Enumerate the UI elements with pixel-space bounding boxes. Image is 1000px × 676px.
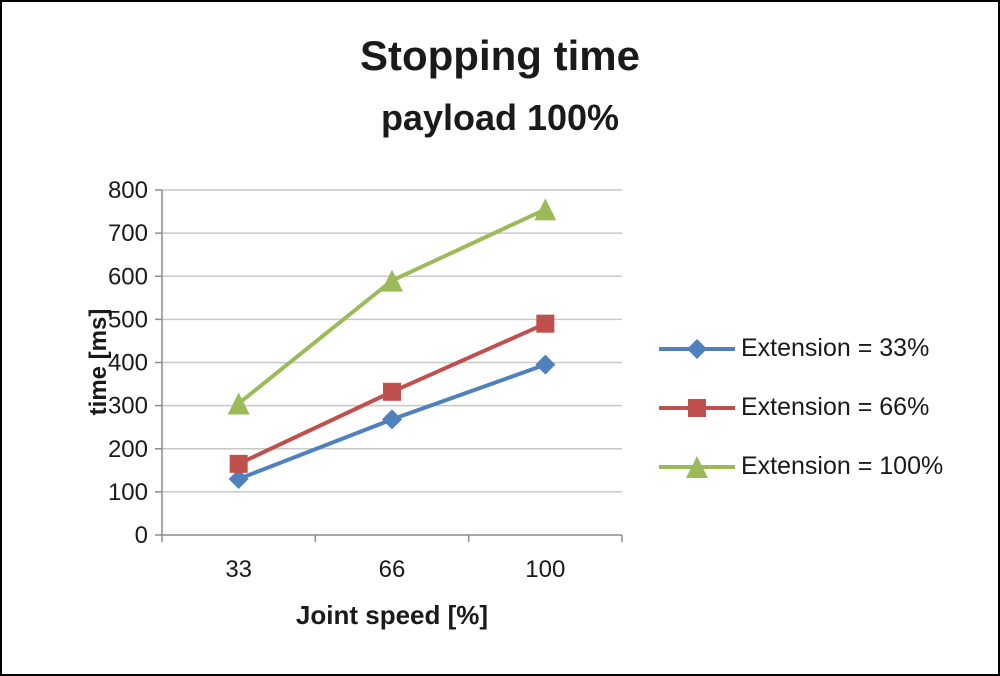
legend-label: Extension = 100% (741, 452, 944, 480)
diamond-marker-icon (659, 338, 735, 359)
legend-label: Extension = 66% (741, 393, 930, 421)
svg-text:800: 800 (108, 177, 148, 204)
square-marker-icon (659, 398, 735, 417)
svg-text:0: 0 (135, 522, 148, 549)
svg-text:200: 200 (108, 436, 148, 463)
plot-area: 0 100 200 300 400 500 600 700 800 33 66 100 (108, 177, 623, 583)
legend-item: Extension = 33% (657, 334, 943, 363)
svg-text:500: 500 (108, 306, 148, 333)
legend-item: Extension = 66% (657, 393, 943, 422)
svg-text:600: 600 (108, 263, 148, 290)
svg-text:400: 400 (108, 350, 148, 377)
svg-text:100: 100 (108, 479, 148, 506)
triangle-marker-icon (659, 455, 735, 478)
svg-text:66: 66 (379, 556, 406, 583)
svg-text:700: 700 (108, 220, 148, 247)
y-axis-title: time [ms] (85, 308, 112, 416)
x-axis-title: Joint speed [%] (295, 600, 489, 630)
legend-label: Extension = 33% (741, 334, 930, 362)
svg-text:33: 33 (225, 556, 252, 583)
legend-item: Extension = 100% (657, 452, 943, 481)
chart-title: Stopping time (360, 32, 640, 79)
svg-text:100: 100 (525, 556, 565, 583)
legend: Extension = 33% Extension = 66% Extensio… (657, 334, 943, 481)
svg-text:300: 300 (108, 393, 148, 420)
chart-subtitle: payload 100% (380, 97, 620, 138)
